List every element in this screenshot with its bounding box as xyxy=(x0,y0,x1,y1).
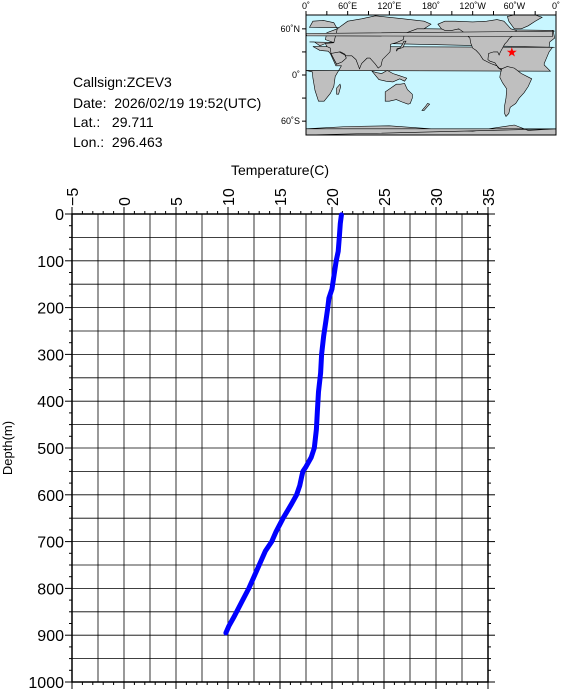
map-lat-label: 60˚S xyxy=(281,116,300,126)
lon-line: Lon.: 296.463 xyxy=(73,134,163,150)
landmass-south-america xyxy=(499,66,533,118)
landmass-australia xyxy=(384,83,413,105)
minor-ticks xyxy=(65,207,495,689)
y-tick-label: 400 xyxy=(37,394,64,411)
date-value: 2026/02/19 19:52(UTC) xyxy=(114,95,262,111)
landmass-new-zealand xyxy=(421,103,431,111)
x-tick-label: 25 xyxy=(377,188,394,206)
lat-line: Lat.: 29.711 xyxy=(73,114,154,130)
world-map: 0˚ 60˚E 120˚E 180˚ 120˚W 60˚W 0˚ 60˚N 0˚ 60˚S ★ xyxy=(280,1,560,136)
lat-value: 29.711 xyxy=(111,114,154,130)
callsign-label: Callsign: xyxy=(73,74,127,90)
x-tick-labels: −5 0 5 10 15 20 25 30 35 xyxy=(65,188,498,206)
x-tick-label: 30 xyxy=(429,188,446,206)
y-tick-label: 200 xyxy=(37,301,64,318)
lat-label: Lat.: xyxy=(73,114,101,130)
y-tick-label: 0 xyxy=(55,207,64,224)
y-tick-label: 300 xyxy=(37,347,64,364)
map-lon-label: 0˚ xyxy=(302,1,310,11)
map-lon-label: 180˚ xyxy=(422,1,440,11)
landmass-madagascar xyxy=(336,83,342,95)
map-frame xyxy=(305,14,557,136)
profile-chart: −5 0 5 10 15 20 25 30 35 01002003004005006007008… xyxy=(0,162,498,690)
map-lon-label: 120˚W xyxy=(459,1,486,11)
y-tick-label: 100 xyxy=(37,254,64,271)
map-lat-label: 0˚ xyxy=(292,70,300,80)
chart-grid xyxy=(72,214,488,682)
map-lon-label: 0˚ xyxy=(552,1,560,11)
landmass-uk xyxy=(305,29,555,37)
y-tick-label: 700 xyxy=(37,535,64,552)
x-tick-label: 10 xyxy=(221,188,238,206)
series-layer xyxy=(223,212,344,636)
temperature-profile-line xyxy=(223,212,344,636)
landmass-arabia xyxy=(330,51,347,65)
landmass-asia xyxy=(324,15,432,70)
map-land xyxy=(305,14,557,136)
map-lon-labels: 0˚ 60˚E 120˚E 180˚ 120˚W 60˚W 0˚ xyxy=(302,1,560,11)
plot-frame xyxy=(71,213,489,683)
y-tick-label: 600 xyxy=(37,488,64,505)
y-tick-label: 800 xyxy=(37,581,64,598)
y-tick-label: 500 xyxy=(37,441,64,458)
landmass-japan xyxy=(396,40,407,52)
y-tick-label: 1000 xyxy=(28,675,64,690)
map-lon-label: 60˚W xyxy=(504,1,526,11)
date-label: Date: xyxy=(73,95,107,111)
y-axis-title: Depth(m) xyxy=(0,421,15,475)
map-ticks xyxy=(302,11,557,136)
map-lat-labels: 60˚N 0˚ 60˚S xyxy=(280,24,300,126)
x-tick-label: −5 xyxy=(65,188,82,206)
lon-label: Lon.: xyxy=(73,134,105,150)
callsign-value: ZCEV3 xyxy=(126,74,172,90)
map-lat-label: 60˚N xyxy=(280,24,300,34)
x-tick-label: 20 xyxy=(325,188,342,206)
map-lon-label: 120˚E xyxy=(377,1,401,11)
x-tick-label: 15 xyxy=(273,188,290,206)
y-tick-label: 900 xyxy=(37,628,64,645)
x-tick-label: 0 xyxy=(117,197,134,206)
landmass-greenland xyxy=(507,14,543,30)
location-marker-icon: ★ xyxy=(506,45,518,60)
lon-value: 296.463 xyxy=(111,134,163,150)
map-lon-label: 60˚E xyxy=(338,1,357,11)
callsign-line: Callsign:ZCEV3 xyxy=(73,74,172,90)
date-line: Date: 2026/02/19 19:52(UTC) xyxy=(73,95,261,111)
landmass-indonesia xyxy=(371,70,408,83)
x-axis-title: Temperature(C) xyxy=(231,162,329,178)
landmass-africa xyxy=(305,46,554,102)
y-tick-labels: 0 100 200 300 400 500 600 700 800 900 1000 xyxy=(28,207,64,690)
x-tick-label: 5 xyxy=(169,197,186,206)
x-tick-label: 35 xyxy=(481,188,498,206)
